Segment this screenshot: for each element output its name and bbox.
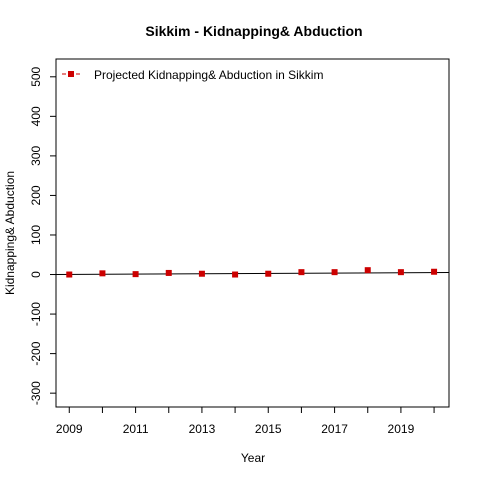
y-tick-label: -100 — [29, 302, 43, 326]
data-point — [132, 271, 139, 278]
y-tick-label: -200 — [29, 341, 43, 365]
legend: Projected Kidnapping& Abduction in Sikki… — [62, 68, 323, 82]
data-point — [232, 271, 239, 278]
x-tick-label: 2009 — [56, 422, 83, 436]
x-axis: 2009 2011 2013 2015 2017 2019 — [56, 407, 435, 436]
data-point — [265, 270, 272, 277]
y-tick-label: 200 — [29, 185, 43, 205]
y-tick-label: 100 — [29, 225, 43, 245]
data-point — [99, 270, 106, 277]
y-tick-label: 400 — [29, 106, 43, 126]
data-point — [397, 269, 404, 276]
y-tick-label: 300 — [29, 146, 43, 166]
x-tick-label: 2015 — [255, 422, 282, 436]
data-point — [198, 270, 205, 277]
data-point — [165, 269, 172, 276]
y-tick-label: 500 — [29, 66, 43, 86]
x-axis-label: Year — [241, 451, 265, 465]
chart-title: Sikkim - Kidnapping& Abduction — [145, 23, 362, 39]
data-point — [331, 269, 338, 276]
x-tick-label: 2011 — [123, 422, 149, 436]
x-tick-label: 2013 — [189, 422, 216, 436]
series-markers — [66, 267, 438, 278]
plot-area-frame — [55, 58, 450, 408]
data-point — [431, 268, 438, 275]
data-point — [298, 269, 305, 276]
y-tick-label: 0 — [29, 271, 43, 278]
y-tick-label: -300 — [29, 381, 43, 405]
x-tick-label: 2017 — [321, 422, 348, 436]
y-axis-label: Kidnapping& Abduction — [3, 171, 17, 295]
legend-label: Projected Kidnapping& Abduction in Sikki… — [94, 68, 323, 82]
y-axis: -300 -200 -100 0 100 200 300 400 500 — [29, 66, 56, 405]
legend-marker-icon — [68, 71, 74, 77]
trend-line — [55, 272, 450, 276]
x-tick-label: 2019 — [388, 422, 415, 436]
data-point — [364, 267, 371, 274]
data-point — [66, 271, 73, 278]
